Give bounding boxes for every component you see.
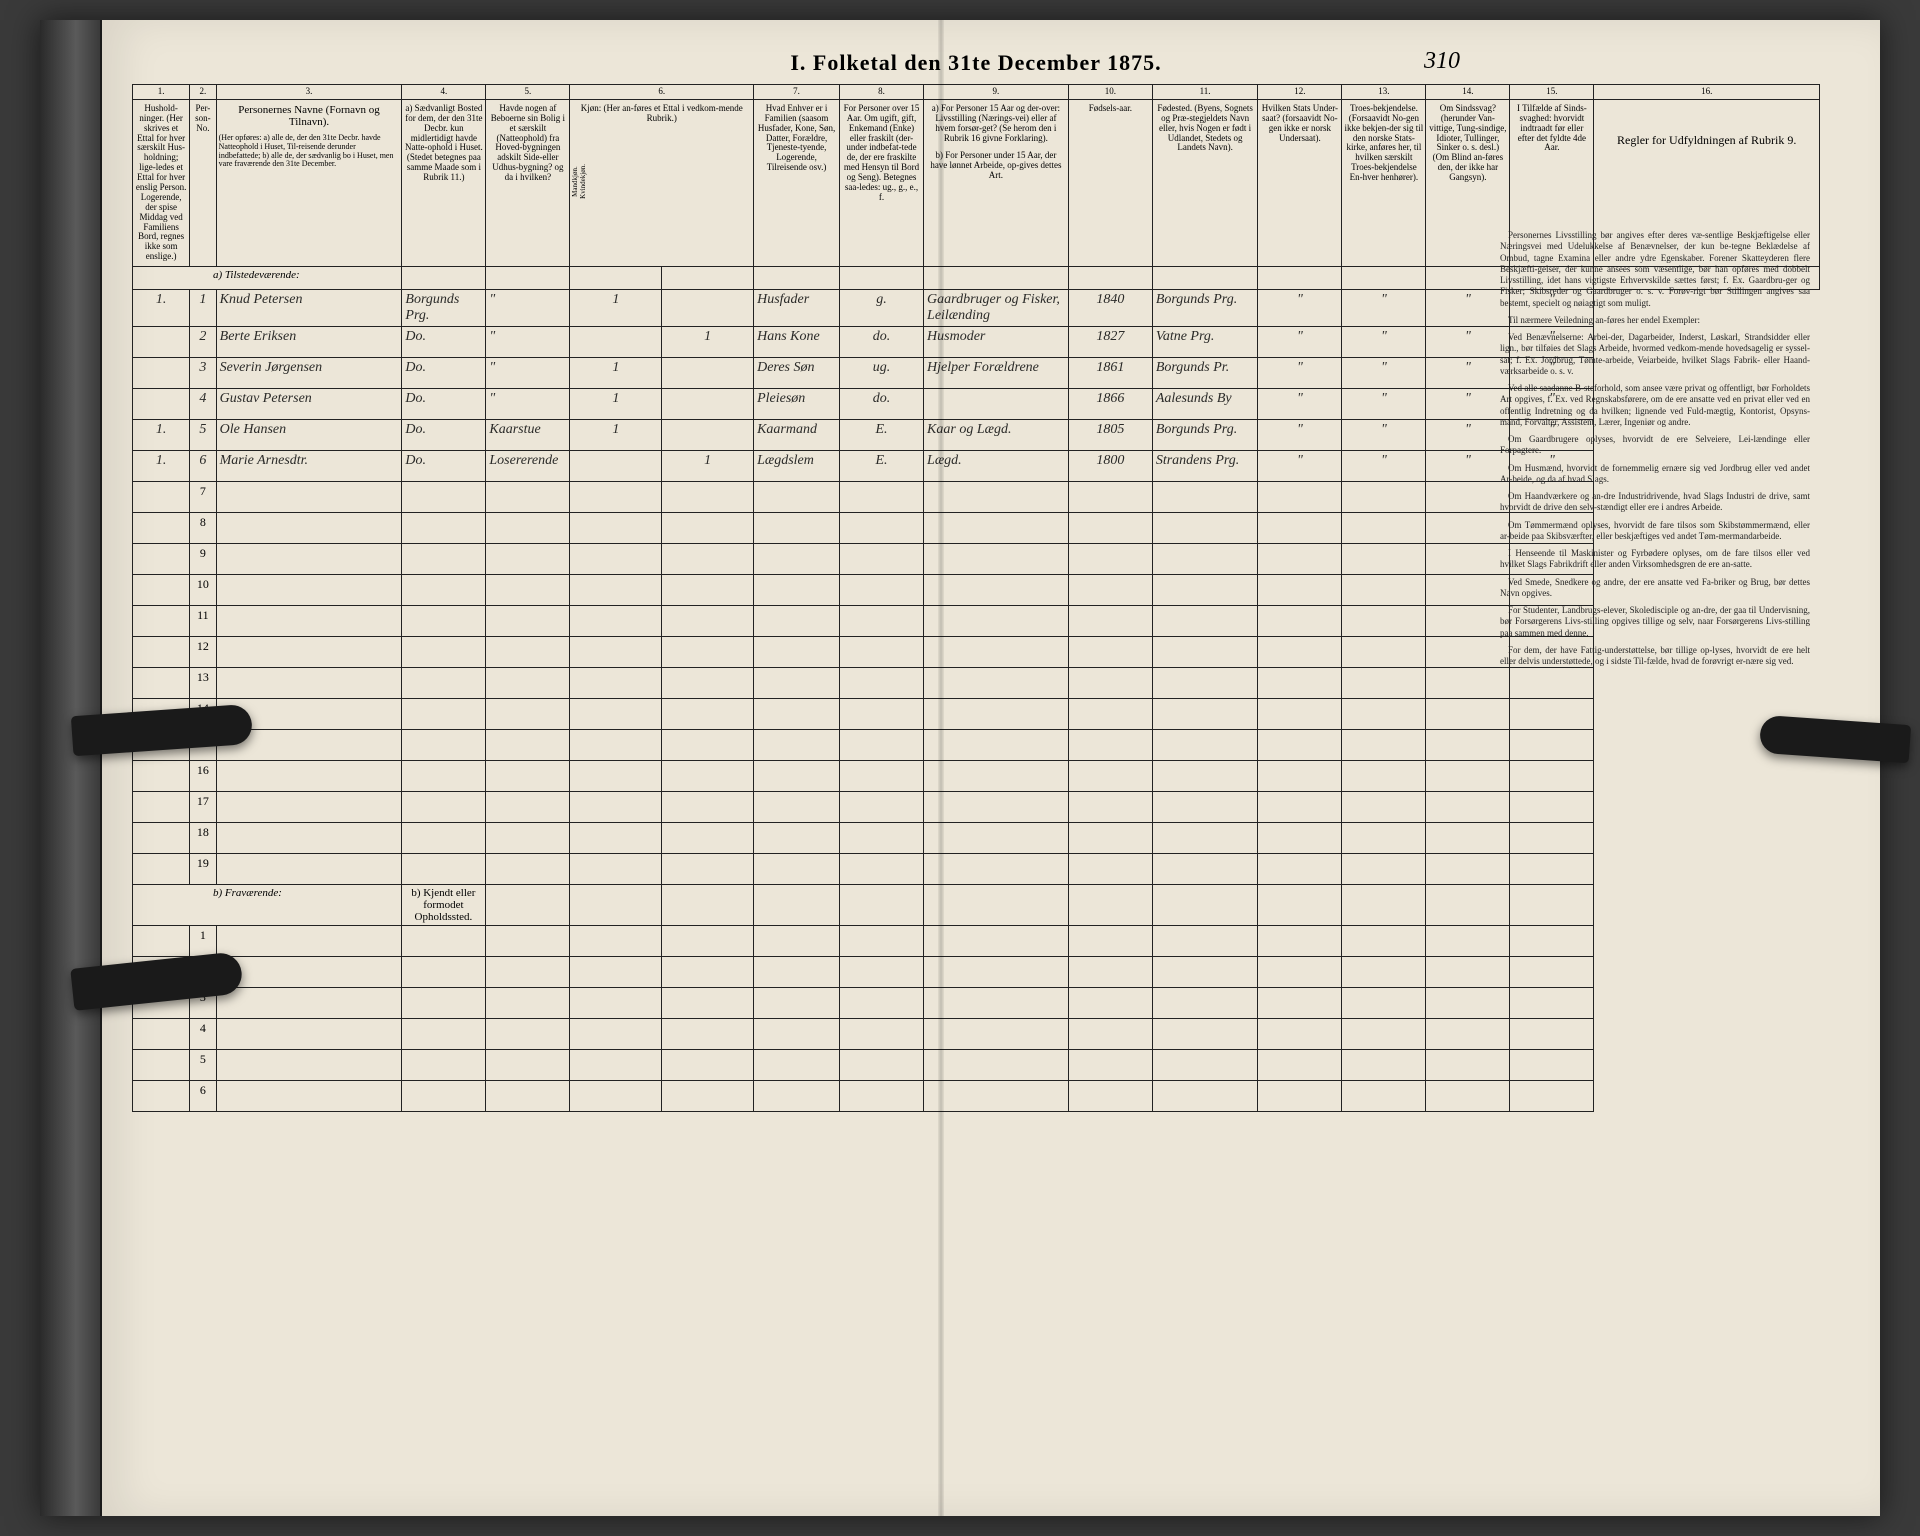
hdr-8: For Personer over 15 Aar. Om ugift, gift… <box>840 99 924 266</box>
instruction-paragraph: Om Husmænd, hvorvidt de fornemmelig ernæ… <box>1500 463 1810 486</box>
hdr-5: Havde nogen af Beboerne sin Bolig i et s… <box>486 99 570 266</box>
instructions-panel: Personernes Livsstilling bør angives eft… <box>1500 220 1810 673</box>
table-row: 5 <box>133 1050 1820 1081</box>
table-row: 18 <box>133 823 1820 854</box>
hdr-6: Kjøn: (Her an-føres et Ettal i vedkom-me… <box>570 99 754 266</box>
hdr-3: Personernes Navne (Fornavn og Tilnavn). … <box>216 99 402 266</box>
table-row: 6 <box>133 1081 1820 1112</box>
table-row: 14 <box>133 699 1820 730</box>
table-row: 1 <box>133 926 1820 957</box>
instruction-paragraph: Om Tømmermænd oplyses, hvorvidt de fare … <box>1500 520 1810 543</box>
instruction-paragraph: For dem, der have Fattig-understøttelse,… <box>1500 645 1810 668</box>
col-13: 13. <box>1342 85 1426 100</box>
instruction-paragraph: Til nærmere Veiledning an-føres her ende… <box>1500 315 1810 326</box>
section-b: b) Fraværende: <box>133 885 402 926</box>
col-4: 4. <box>402 85 486 100</box>
col-16: 16. <box>1594 85 1820 100</box>
instruction-paragraph: Om Haandværkere og an-dre Industridriven… <box>1500 491 1810 514</box>
instruction-paragraph: I Henseende til Maskinister og Fyrbødere… <box>1500 548 1810 571</box>
col-5: 5. <box>486 85 570 100</box>
hdr-7: Hvad Enhver er i Familien (saasom Husfad… <box>754 99 840 266</box>
table-row: 3 <box>133 988 1820 1019</box>
table-row: 19 <box>133 854 1820 885</box>
section-a: a) Tilstedeværende: <box>133 267 402 290</box>
instruction-paragraph: Ved alle saadanne B-steforhold, som anse… <box>1500 383 1810 428</box>
table-row: 15 <box>133 730 1820 761</box>
page-title: I. Folketal den 31te December 1875. <box>132 50 1820 76</box>
hdr-10: Fødsels-aar. <box>1068 99 1152 266</box>
col-8: 8. <box>840 85 924 100</box>
instruction-paragraph: Ved Smede, Snedkere og andre, der ere an… <box>1500 577 1810 600</box>
section-b-col4: b) Kjendt eller formodet Opholdssted. <box>402 885 486 926</box>
page-number: 310 <box>1424 48 1460 75</box>
instruction-paragraph: For Studenter, Landbrugs-elever, Skoledi… <box>1500 605 1810 639</box>
col-6: 6. <box>570 85 754 100</box>
instruction-paragraph: Personernes Livsstilling bør angives eft… <box>1500 230 1810 309</box>
hdr-14: Om Sindssvag? (herunder Van-vittige, Tun… <box>1426 99 1510 266</box>
col-11: 11. <box>1152 85 1258 100</box>
col-7: 7. <box>754 85 840 100</box>
hdr-9: a) For Personer 15 Aar og der-over: Livs… <box>924 99 1069 266</box>
hdr-1: Hushold-ninger. (Her skrives et Ettal fo… <box>133 99 190 266</box>
col-9: 9. <box>924 85 1069 100</box>
hdr-12: Hvilken Stats Under-saat? (forsaavidt No… <box>1258 99 1342 266</box>
table-row: 17 <box>133 792 1820 823</box>
table-row: 16 <box>133 761 1820 792</box>
col-2: 2. <box>190 85 216 100</box>
hdr-13: Troes-bekjendelse. (Forsaavidt No-gen ik… <box>1342 99 1426 266</box>
hdr-2: Per-son-No. <box>190 99 216 266</box>
table-row: 2 <box>133 957 1820 988</box>
col-3: 3. <box>216 85 402 100</box>
col-1: 1. <box>133 85 190 100</box>
instruction-paragraph: Ved Benævnelserne: Arbei-der, Dagarbeide… <box>1500 332 1810 377</box>
table-row: 4 <box>133 1019 1820 1050</box>
instruction-paragraph: Om Gaardbrugere oplyses, hvorvidt de ere… <box>1500 434 1810 457</box>
hdr-11: Fødested. (Byens, Sognets og Præ-stegjel… <box>1152 99 1258 266</box>
col-10: 10. <box>1068 85 1152 100</box>
col-15: 15. <box>1510 85 1594 100</box>
col-12: 12. <box>1258 85 1342 100</box>
hdr-4: a) Sædvanligt Bosted for dem, der den 31… <box>402 99 486 266</box>
col-14: 14. <box>1426 85 1510 100</box>
